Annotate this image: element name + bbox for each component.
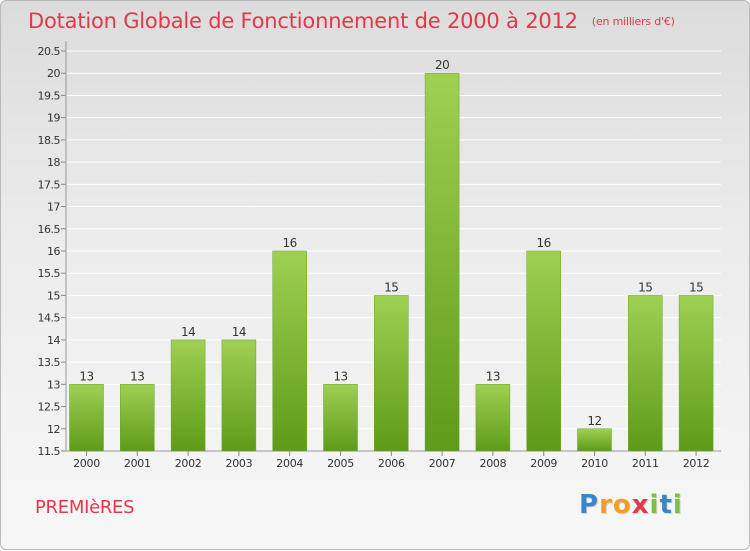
y-tick-label: 12.5 — [38, 401, 61, 414]
logo-letter: x — [631, 490, 650, 520]
y-tick-label: 17 — [47, 201, 60, 214]
bar — [170, 339, 206, 452]
y-tick-label: 19.5 — [38, 89, 61, 102]
y-tick-label: 19 — [47, 112, 60, 125]
x-tick-label: 2006 — [378, 457, 405, 470]
bar — [475, 384, 511, 452]
bar — [577, 428, 612, 452]
logo-letter: r — [599, 490, 613, 520]
logo-letter: o — [612, 490, 632, 520]
data-label: 14 — [181, 325, 195, 339]
bar — [120, 384, 155, 452]
chart-subtitle: (en milliers d'€) — [591, 15, 675, 28]
data-label: 13 — [130, 369, 144, 383]
proxiti-logo[interactable]: Proxiti — [579, 490, 683, 520]
bar — [526, 250, 561, 452]
y-tick-label: 18 — [47, 156, 60, 169]
y-tick-label: 15 — [47, 289, 60, 302]
data-label: 14 — [232, 325, 246, 339]
chart-title: Dotation Globale de Fonctionnement de 20… — [28, 9, 675, 33]
y-tick-label: 13 — [47, 378, 60, 391]
bar — [323, 384, 358, 452]
bar — [272, 250, 307, 452]
data-label: 15 — [638, 280, 652, 294]
y-tick-label: 12 — [47, 423, 60, 436]
y-tick-label: 11.5 — [38, 445, 61, 458]
x-tick-label: 2010 — [581, 457, 608, 470]
bar — [678, 295, 714, 452]
y-tick-label: 16.5 — [38, 223, 61, 236]
data-label: 12 — [587, 414, 601, 428]
commune-name: PREMIèRES — [35, 497, 135, 518]
y-tick-label: 20.5 — [38, 45, 61, 58]
title-text: Dotation Globale de Fonctionnement de 20… — [28, 9, 578, 33]
x-tick-label: 2008 — [480, 457, 507, 470]
bar — [374, 295, 409, 452]
y-tick-label: 14.5 — [38, 312, 61, 325]
y-tick-label: 15.5 — [38, 267, 61, 280]
data-label: 13 — [79, 369, 93, 383]
data-label: 15 — [384, 280, 398, 294]
y-tick-label: 14 — [47, 334, 60, 347]
data-label: 13 — [486, 369, 500, 383]
x-tick-label: 2002 — [175, 457, 202, 470]
x-tick-label: 2009 — [530, 457, 557, 470]
data-label: 16 — [283, 236, 297, 250]
data-label: 20 — [435, 58, 449, 72]
x-tick-label: 2012 — [683, 457, 710, 470]
x-tick-label: 2011 — [632, 457, 659, 470]
x-tick-label: 2000 — [73, 457, 100, 470]
x-tick-label: 2005 — [327, 457, 354, 470]
y-tick-label: 13.5 — [38, 356, 61, 369]
x-tick-label: 2001 — [124, 457, 151, 470]
data-label: 15 — [689, 280, 703, 294]
data-label: 16 — [537, 236, 551, 250]
y-tick-label: 20 — [47, 67, 60, 80]
y-tick-label: 18.5 — [38, 134, 61, 147]
x-tick-label: 2007 — [429, 457, 456, 470]
logo-letter: i — [672, 490, 683, 520]
bar — [424, 72, 460, 452]
logo-letter: P — [579, 490, 600, 520]
y-tick-label: 16 — [47, 245, 60, 258]
y-tick-label: 17.5 — [38, 178, 61, 191]
logo-letter: t — [659, 490, 673, 520]
x-tick-label: 2003 — [226, 457, 253, 470]
data-label: 13 — [333, 369, 347, 383]
bar — [628, 295, 663, 452]
x-tick-label: 2004 — [276, 457, 303, 470]
bar — [221, 339, 257, 452]
logo-letter: i — [649, 490, 660, 520]
bar — [69, 384, 104, 452]
